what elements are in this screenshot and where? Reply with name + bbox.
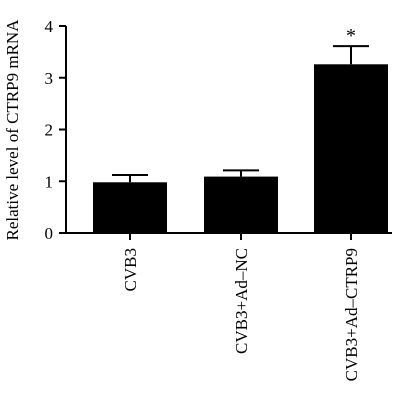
error-bars-group <box>112 45 369 183</box>
y-tick-label: 4 <box>45 17 54 36</box>
x-tick-label: CVB3 <box>121 248 140 291</box>
bar <box>93 182 167 233</box>
y-tick-label: 1 <box>45 172 54 191</box>
annotations-group: * <box>346 25 356 47</box>
bar <box>314 64 388 233</box>
bar <box>204 176 278 233</box>
x-tick-label: CVB3+Ad–NC <box>232 248 251 354</box>
y-axis: 0 1 2 3 4 <box>45 17 67 243</box>
y-tick-label: 0 <box>45 224 54 243</box>
x-tick-label: CVB3+Ad–CTRP9 <box>342 248 361 381</box>
bars-group <box>93 64 388 233</box>
significance-asterisk: * <box>346 25 356 47</box>
y-axis-label: Relative level of CTRP9 mRNA <box>3 19 22 241</box>
y-tick-label: 2 <box>45 121 54 140</box>
y-tick-label: 3 <box>45 69 54 88</box>
x-axis: CVB3 CVB3+Ad–NC CVB3+Ad–CTRP9 <box>65 232 392 381</box>
